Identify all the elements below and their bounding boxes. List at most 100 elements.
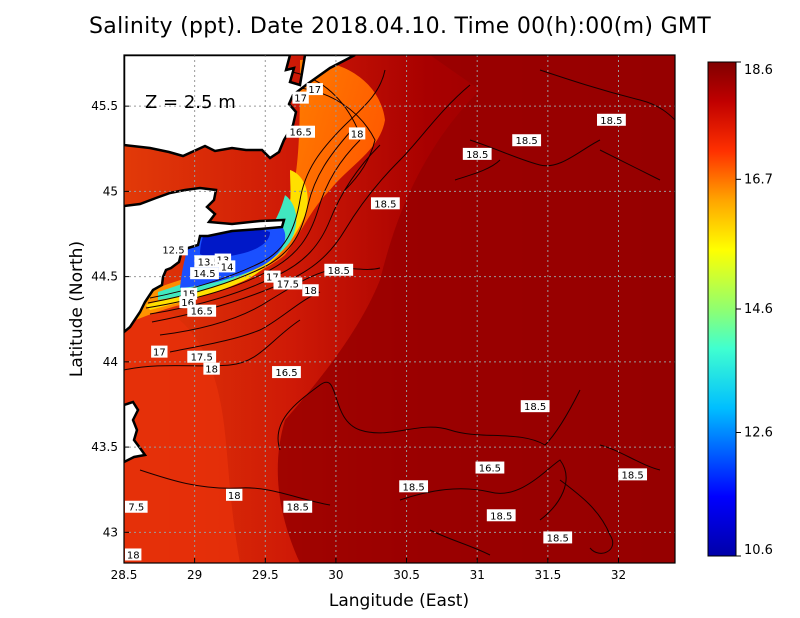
- contour-label: 14.5: [190, 267, 219, 280]
- contour-label-text: 16.5: [289, 128, 311, 139]
- contour-label-text: 18.5: [600, 116, 622, 127]
- depth-annotation: Z = 2.5 m: [145, 92, 236, 113]
- contour-label: 17: [151, 345, 168, 359]
- contour-label: 18: [302, 284, 319, 297]
- contour-label-text: 16: [181, 298, 194, 309]
- colorbar-tick-label: 14.6: [744, 302, 773, 317]
- contour-label-text: 16.5: [479, 464, 501, 475]
- contour-label-text: 12.5: [162, 245, 184, 256]
- contour-label-text: 14.5: [193, 269, 215, 280]
- contour-line: [277, 381, 581, 451]
- x-tick-label: 30.5: [393, 568, 420, 582]
- contour-label-text: 16.5: [275, 368, 297, 379]
- contour-label: 18: [226, 488, 243, 502]
- contour-line: [124, 319, 301, 371]
- x-tick-label: 30: [328, 568, 343, 582]
- colorbar-tick-label: 10.6: [744, 543, 773, 558]
- x-tick-label: 32: [611, 568, 626, 582]
- x-tick-label: 31: [470, 568, 485, 582]
- y-tick-label: 45.5: [91, 99, 118, 113]
- contour-line: [454, 159, 501, 181]
- contour-label-text: 18.5: [547, 533, 569, 544]
- contour-line: [149, 69, 386, 299]
- contour-label: 17: [306, 83, 323, 96]
- contour-label: 14: [218, 260, 236, 273]
- contour-line: [147, 131, 351, 304]
- contour-line: [469, 139, 601, 167]
- contour-line: [559, 479, 613, 554]
- contour-label-text: 17: [266, 273, 279, 284]
- contour-label: 18.5: [399, 480, 429, 493]
- colorbar-tick-label: 18.6: [744, 63, 773, 78]
- y-tick-label: 43.5: [91, 440, 118, 454]
- y-tick-label: 44: [103, 355, 118, 369]
- contour-label-text: 18.5: [402, 482, 424, 493]
- chart-title: Salinity (ppt). Date 2018.04.10. Time 00…: [89, 14, 711, 39]
- contour-line: [149, 144, 381, 315]
- x-axis-label: Langitude (East): [329, 591, 469, 611]
- contour-label-text: 18.5: [374, 199, 396, 210]
- x-tick-label: 28.5: [111, 568, 138, 582]
- contour-label: 18.5: [520, 400, 550, 413]
- contour-label-text: 18.5: [287, 503, 309, 514]
- contour-label-text: 18.5: [516, 136, 538, 147]
- contour-line: [139, 469, 331, 506]
- contour-label: 18.5: [283, 500, 313, 514]
- contour-label-text: 17: [308, 85, 321, 96]
- contour-label: 18.5: [597, 113, 626, 127]
- contour-line: [145, 139, 361, 309]
- contour-label: 16.5: [475, 461, 505, 475]
- contour-label: 17: [292, 91, 309, 105]
- y-axis-label: Latitude (North): [67, 241, 87, 377]
- contour-label-text: 17.5: [191, 353, 213, 364]
- contour-label-text: 18: [127, 550, 140, 561]
- contour-label: 16.5: [272, 366, 301, 379]
- contour-label: 18: [125, 548, 142, 561]
- contour-line: [599, 149, 661, 181]
- contour-label-text: 16.5: [191, 307, 213, 318]
- contour-label-text: 18.5: [328, 266, 350, 277]
- contour-label-text: 18: [205, 365, 218, 376]
- contour-line: [399, 459, 567, 521]
- y-tick-label: 43: [103, 525, 118, 539]
- contour-label-text: 18.5: [621, 470, 643, 481]
- contour-label-text: 18.5: [490, 511, 512, 522]
- contour-line: [299, 87, 376, 191]
- contour-label-text: 13.5: [198, 257, 220, 268]
- contour-label: 16.5: [286, 125, 316, 139]
- contour-line: [151, 84, 471, 323]
- contour-label: 18.5: [618, 468, 648, 481]
- contour-line: [169, 291, 321, 353]
- contour-label: 16.5: [187, 304, 217, 318]
- contour-label: 18.5: [324, 263, 354, 277]
- x-tick-label: 29.5: [252, 568, 279, 582]
- contour-label: 18.5: [543, 531, 573, 544]
- y-axis-ticks: 43 43.5 44 44.5 45 45.5: [91, 99, 129, 539]
- river-plume-orange: [124, 59, 385, 325]
- contour-label: 18.5: [370, 197, 400, 210]
- contour-label-text: 17: [153, 348, 166, 359]
- plot-area: [124, 55, 675, 563]
- x-tick-label: 31.5: [534, 568, 561, 582]
- contour-label-text: 7.5: [128, 503, 144, 514]
- contour-label-text: 14: [221, 262, 234, 273]
- colorbar: [707, 61, 737, 557]
- contour-label: 18.5: [512, 134, 542, 147]
- colorbar-ticks: 18.6 16.7 14.6 12.6 10.6: [736, 61, 773, 558]
- contour-label: 12.5: [159, 243, 188, 256]
- contour-label-text: 18: [304, 286, 317, 297]
- x-tick-label: 29: [187, 568, 202, 582]
- y-tick-label: 45: [103, 184, 118, 198]
- x-axis-ticks: 28.5 29 29.5 30 30.5 31 31.5 32: [111, 558, 626, 582]
- land-mass: [124, 186, 286, 334]
- colorbar-tick-label: 16.7: [744, 172, 773, 187]
- contour-label-text: 17: [294, 94, 307, 105]
- contour-label-text: 17.5: [277, 279, 299, 290]
- plot-frame: [123, 54, 676, 564]
- contour-label-text: 15: [183, 290, 196, 301]
- contour-label: 18: [203, 362, 220, 376]
- contour-label: 18.5: [462, 147, 492, 161]
- contour-label: 18.5: [486, 509, 516, 522]
- y-tick-label: 44.5: [91, 270, 118, 284]
